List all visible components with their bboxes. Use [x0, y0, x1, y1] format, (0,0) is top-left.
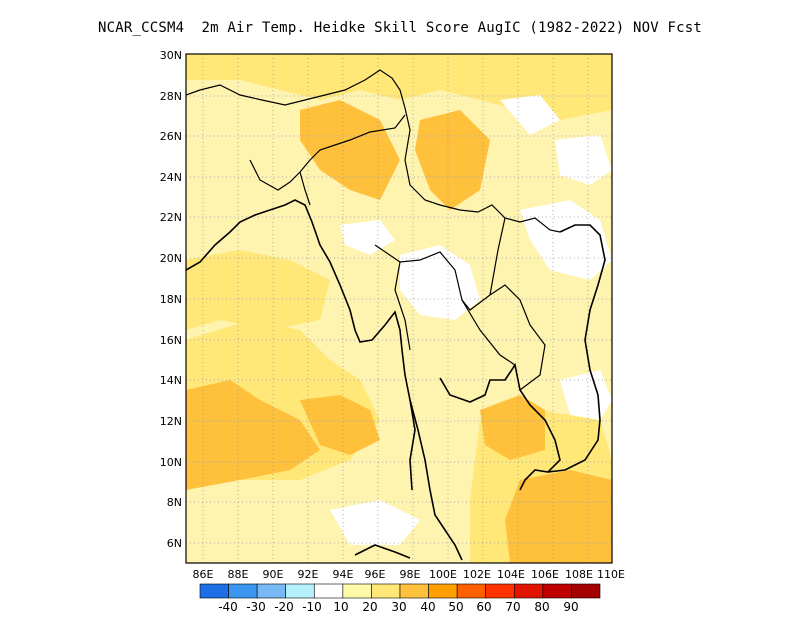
field-white-burma: [340, 220, 395, 255]
skill-score-field: [186, 54, 612, 563]
graticule: [186, 54, 612, 563]
lat-tick: 28N: [160, 90, 182, 103]
lon-tick: 106E: [531, 568, 559, 581]
lon-tick: 108E: [565, 568, 593, 581]
lat-tick: 30N: [160, 49, 182, 62]
field-zone-scs-high: [505, 470, 612, 563]
lat-tick: 6N: [167, 537, 182, 550]
lon-tick: 104E: [497, 568, 525, 581]
colorbar-swatch: [342, 583, 372, 599]
lat-tick: 20N: [160, 252, 182, 265]
lat-ticks: 6N 8N 10N 12N 14N 16N 18N 20N 22N 24N 26…: [160, 49, 182, 550]
field-white-right: [555, 135, 612, 185]
field-white-upper: [500, 95, 560, 135]
lat-tick: 8N: [167, 496, 182, 509]
plot-frame: [185, 53, 613, 564]
field-white-ne: [520, 200, 612, 280]
lat-tick: 24N: [160, 171, 182, 184]
lon-tick: 110E: [597, 568, 625, 581]
colorbar-swatch: [313, 583, 344, 599]
coastlines: [186, 199, 606, 561]
colorbar-label: 90: [563, 600, 578, 614]
field-white-laos: [400, 245, 480, 320]
colorbar-label: -30: [246, 600, 266, 614]
lon-tick: 98E: [400, 568, 421, 581]
colorbar-swatch: [228, 583, 258, 599]
colorbar-labels: -40 -30 -20 -10 10 20 30 40 50 60 70 80 …: [218, 600, 578, 614]
colorbar-swatch: [542, 583, 572, 599]
field-zone-andaman: [186, 250, 330, 330]
colorbar-swatch: [485, 583, 515, 599]
colorbar-swatch: [199, 583, 229, 599]
map-title: NCAR_CCSM4 2m Air Temp. Heidke Skill Sco…: [97, 20, 702, 36]
colorbar-label: 50: [448, 600, 463, 614]
colorbar-swatch: [399, 583, 429, 599]
lat-tick: 26N: [160, 130, 182, 143]
colorbar-label: -10: [302, 600, 322, 614]
lat-tick: 12N: [160, 415, 182, 428]
lat-tick: 14N: [160, 374, 182, 387]
lon-tick: 100E: [429, 568, 457, 581]
colorbar-label: 60: [476, 600, 491, 614]
lon-tick: 94E: [333, 568, 354, 581]
colorbar-label: 20: [362, 600, 377, 614]
colorbar-swatch: [571, 583, 601, 599]
colorbar: [199, 583, 601, 599]
lat-tick: 22N: [160, 211, 182, 224]
colorbar-label: -40: [218, 600, 238, 614]
colorbar-swatch: [256, 583, 287, 599]
lon-tick: 86E: [193, 568, 214, 581]
lon-ticks: 86E 88E 90E 92E 94E 96E 98E 100E 102E 10…: [193, 568, 625, 581]
borders: [186, 69, 561, 391]
colorbar-label: 10: [333, 600, 348, 614]
field-zone-cambodia: [480, 395, 545, 460]
lon-tick: 88E: [228, 568, 249, 581]
lon-tick: 102E: [463, 568, 491, 581]
colorbar-swatch: [513, 583, 544, 599]
field-zone-yunnan: [415, 110, 490, 210]
lat-tick: 18N: [160, 293, 182, 306]
lon-tick: 92E: [298, 568, 319, 581]
colorbar-swatch: [371, 583, 401, 599]
colorbar-label: 30: [391, 600, 406, 614]
colorbar-label: -20: [274, 600, 294, 614]
lat-tick: 16N: [160, 334, 182, 347]
colorbar-swatch: [285, 583, 315, 599]
colorbar-swatch: [456, 583, 487, 599]
lat-tick: 10N: [160, 456, 182, 469]
field-white-sumatra: [330, 500, 420, 545]
field-zone-bay-high: [186, 380, 320, 490]
field-zone-bay-high2: [300, 395, 380, 455]
field-zone-tibet: [300, 100, 400, 200]
colorbar-label: 40: [420, 600, 435, 614]
colorbar-label: 70: [505, 600, 520, 614]
colorbar-label: 80: [534, 600, 549, 614]
lon-tick: 90E: [263, 568, 284, 581]
lon-tick: 96E: [365, 568, 386, 581]
colorbar-swatch: [428, 583, 458, 599]
